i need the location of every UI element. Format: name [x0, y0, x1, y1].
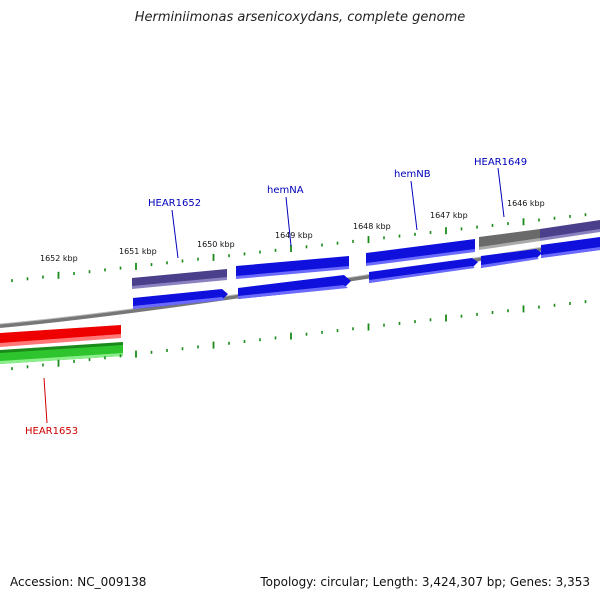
leader-hear1652 [171, 209, 179, 259]
map-title: Herminiimonas arsenicoxydans, complete g… [134, 10, 466, 25]
leader-hemnb [410, 180, 418, 231]
scale-label-1652: 1652 kbp [40, 254, 78, 263]
feature-hear1649-gray-shade [479, 238, 540, 250]
label-hear1653[interactable]: HEAR1653 [25, 426, 78, 437]
leader-hemna [285, 196, 292, 247]
scale-label-1646: 1646 kbp [507, 199, 545, 208]
genome-stats-text: Topology: circular; Length: 3,424,307 bp… [260, 575, 590, 589]
lower-tick-track [11, 300, 587, 371]
scale-label-1649: 1649 kbp [275, 231, 313, 240]
scale-label-1647: 1647 kbp [430, 211, 468, 220]
leader-hear1653 [43, 377, 48, 424]
feature-right-purple-shade [540, 229, 600, 241]
gene-red-shade [0, 334, 121, 347]
gene-hemna-shade [238, 285, 348, 299]
gene-right-blue[interactable] [541, 237, 600, 258]
feature-hemna-upper[interactable] [236, 256, 349, 278]
gene-hear1652-blue-shade [133, 297, 225, 309]
feature-hear1649-gray[interactable] [479, 229, 540, 249]
scale-label-1651: 1651 kbp [119, 247, 157, 256]
gene-hear1653[interactable] [0, 343, 123, 364]
label-hemnb[interactable]: hemNB [394, 169, 431, 180]
scale-label-1648: 1648 kbp [353, 222, 391, 231]
label-hear1652[interactable]: HEAR1652 [148, 198, 201, 209]
scale-label-1650: 1650 kbp [197, 240, 235, 249]
gene-hemnb-shade [369, 266, 475, 283]
feature-hemna-upper-shade [236, 266, 349, 279]
feature-hemnb-upper[interactable] [366, 239, 475, 265]
gene-hear1653-shade [0, 342, 123, 353]
feature-right-purple[interactable] [540, 220, 600, 240]
gene-hear1649-shade [481, 257, 539, 268]
gene-hemna[interactable] [238, 275, 351, 299]
feature-hear1652-upper-shade [132, 277, 227, 289]
gene-right-blue-shade [541, 247, 600, 258]
label-hear1649[interactable]: HEAR1649 [474, 157, 527, 168]
feature-hear1652-upper[interactable] [132, 269, 227, 288]
label-hemna[interactable]: hemNA [267, 185, 304, 196]
feature-hemnb-upper-shade [366, 249, 475, 266]
upper-tick-track [11, 213, 587, 283]
accession-text: Accession: NC_009138 [10, 575, 147, 589]
gene-hear1653-light [0, 353, 123, 364]
leader-hear1649 [497, 167, 505, 218]
